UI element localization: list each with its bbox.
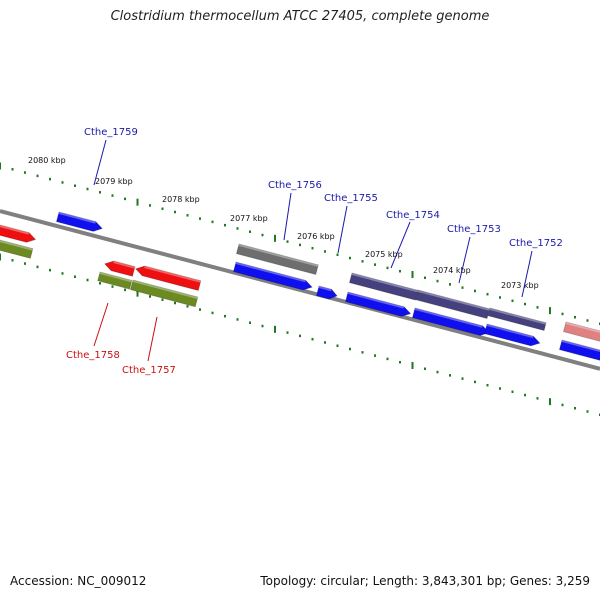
cds-left-red-feature-shape xyxy=(0,224,37,243)
kbp-label: 2076 kbp xyxy=(297,232,335,241)
gene-label-top: Cthe_1756 xyxy=(268,180,322,191)
gene-callout-line xyxy=(521,250,533,298)
gene-left-olive-feature-highlight xyxy=(0,240,33,251)
map-title: Clostridium thermocellum ATCC 27405, com… xyxy=(110,9,490,24)
cds-1754-feature-shape xyxy=(344,291,412,317)
cds-next-feature-shape xyxy=(558,339,600,361)
gene-1758-feature-highlight xyxy=(99,272,132,283)
kbp-label: 2074 kbp xyxy=(433,266,471,275)
cds-left-red-feature-highlight xyxy=(0,225,30,235)
cds-1754-feature xyxy=(344,291,412,317)
gene-callout-line xyxy=(283,192,292,241)
cds-1757-feature xyxy=(134,265,202,291)
cds-1756-feature-highlight xyxy=(235,262,306,283)
cds-1753-feature xyxy=(411,307,490,336)
gene-1753-feature-shape xyxy=(414,289,491,319)
cds-next-feature xyxy=(558,339,600,361)
kbp-label: 2080 kbp xyxy=(28,156,66,165)
gene-1754-feature xyxy=(348,272,419,301)
cds-1757-feature-shape xyxy=(134,265,202,291)
cds-1752-feature-shape xyxy=(483,323,541,347)
cds-1752-feature-highlight xyxy=(486,324,534,339)
gene-next-feature-highlight xyxy=(565,322,600,335)
gene-1754-feature-highlight xyxy=(351,273,418,293)
kbp-label: 2079 kbp xyxy=(95,177,133,186)
cds-1753-feature-shape xyxy=(411,307,490,336)
cds-1759-feature xyxy=(55,211,103,232)
cds-1756-feature xyxy=(232,261,313,291)
gene-callout-line xyxy=(337,205,348,254)
kbp-label: 2078 kbp xyxy=(162,195,200,204)
cds-left-red-feature xyxy=(0,224,37,243)
gene-label-bottom: Cthe_1757 xyxy=(122,365,176,376)
accession-text: Accession: NC_009012 xyxy=(10,574,147,588)
cds-1759-feature-shape xyxy=(55,211,103,232)
gene-1758-feature xyxy=(97,271,133,290)
gene-label-bottom: Cthe_1758 xyxy=(66,350,120,361)
genome-summary-text: Topology: circular; Length: 3,843,301 bp… xyxy=(260,574,590,588)
cds-1759-feature-highlight xyxy=(58,212,96,224)
gene-1752-feature-highlight xyxy=(489,308,547,325)
kbp-label: 2075 kbp xyxy=(365,250,403,259)
gene-1756-feature xyxy=(235,243,319,276)
cds-1755-feature-shape xyxy=(315,285,338,300)
gene-label-top: Cthe_1753 xyxy=(447,224,501,235)
gene-callout-line xyxy=(147,316,158,362)
gene-callout-line xyxy=(390,221,411,269)
cds-1758-feature-highlight xyxy=(113,261,136,269)
genome-backbone-line xyxy=(0,209,600,371)
gene-next-feature-shape xyxy=(562,321,600,343)
gene-1752-feature-shape xyxy=(487,307,547,331)
gene-label-top: Cthe_1759 xyxy=(84,127,138,138)
gene-1752-feature xyxy=(487,307,547,331)
gene-1754-feature-shape xyxy=(348,272,419,301)
gene-1753-feature-highlight xyxy=(417,290,490,311)
gene-label-top: Cthe_1754 xyxy=(386,210,440,221)
gene-callout-line xyxy=(93,139,107,186)
cds-1757-feature-highlight xyxy=(144,266,201,283)
gene-label-top: Cthe_1755 xyxy=(324,193,378,204)
gene-1758-feature-shape xyxy=(97,271,133,290)
cds-1752-feature xyxy=(483,323,541,347)
cds-1755-feature xyxy=(315,285,338,300)
gene-left-olive-feature-shape xyxy=(0,239,34,259)
gene-1756-feature-shape xyxy=(235,243,319,276)
gene-1757-feature-highlight xyxy=(132,280,198,299)
cds-1758-feature xyxy=(103,260,136,277)
gene-callout-line xyxy=(458,236,471,284)
gene-1753-feature xyxy=(414,289,491,319)
gene-1757-feature-shape xyxy=(129,279,199,308)
gene-label-top: Cthe_1752 xyxy=(509,238,563,249)
kbp-label: 2073 kbp xyxy=(501,281,539,290)
gene-1756-feature-highlight xyxy=(238,244,319,267)
gene-next-feature xyxy=(562,321,600,343)
gene-left-olive-feature xyxy=(0,239,34,259)
cds-1755-feature-highlight xyxy=(318,286,332,292)
cds-1753-feature-highlight xyxy=(414,308,483,328)
cds-1758-feature-shape xyxy=(103,260,136,277)
kbp-label: 2077 kbp xyxy=(230,214,268,223)
gene-1757-feature xyxy=(129,279,199,308)
cds-1756-feature-shape xyxy=(232,261,313,291)
cds-next-feature-highlight xyxy=(561,340,600,353)
cds-1754-feature-highlight xyxy=(347,292,405,309)
gene-callout-line xyxy=(93,302,109,347)
